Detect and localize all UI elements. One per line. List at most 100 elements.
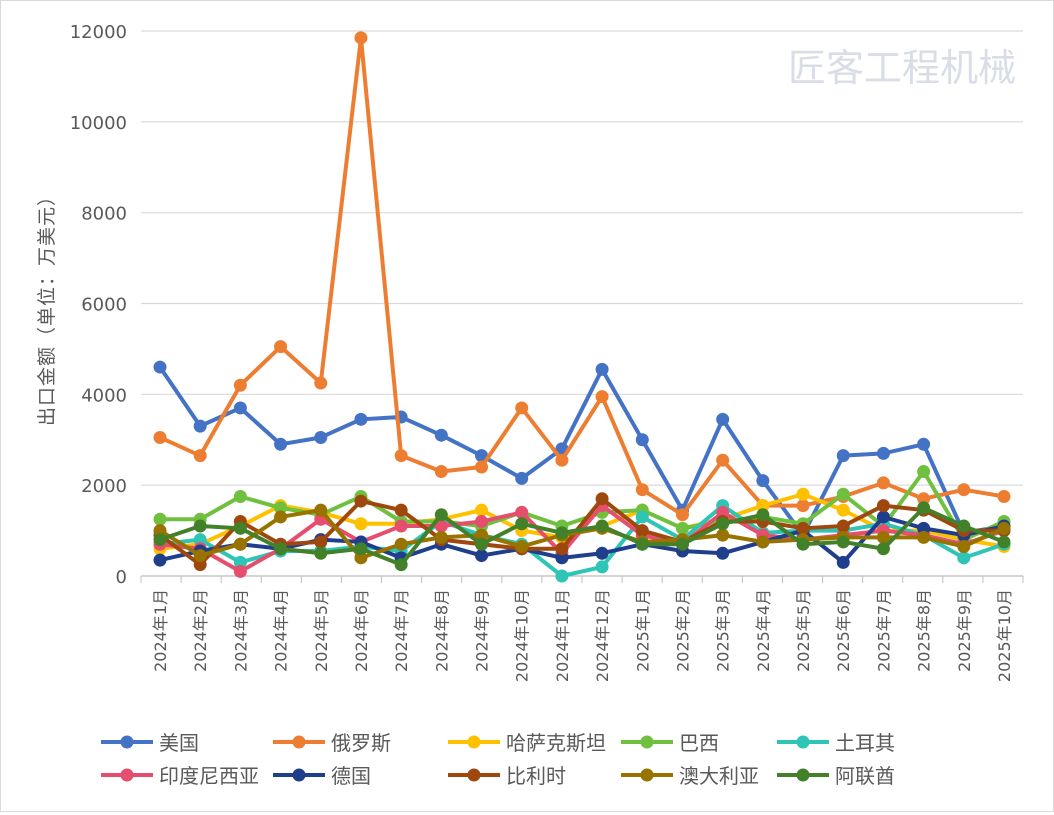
legend-label: 俄罗斯: [331, 731, 391, 755]
data-point: [394, 449, 408, 463]
data-point: [997, 535, 1011, 549]
legend-label: 哈萨克斯坦: [506, 731, 606, 755]
legend-item: 印度尼西亚: [101, 764, 259, 788]
data-point: [917, 530, 931, 544]
data-point: [957, 519, 971, 533]
y-tick-label: 2000: [81, 476, 127, 497]
x-tick-label: 2024年5月: [312, 589, 331, 672]
data-point: [595, 390, 609, 404]
data-point: [193, 558, 207, 572]
data-point: [394, 503, 408, 517]
data-point: [836, 535, 850, 549]
data-point: [153, 524, 167, 538]
data-point: [394, 537, 408, 551]
data-point: [595, 560, 609, 574]
series-9: [153, 501, 1011, 572]
legend-marker: [292, 768, 306, 782]
data-point: [716, 528, 730, 542]
data-point: [314, 535, 328, 549]
series-lines: [153, 31, 1011, 583]
data-point: [314, 376, 328, 390]
y-tick-label: 10000: [70, 113, 127, 134]
data-point: [274, 542, 288, 556]
data-point: [233, 555, 247, 569]
legend-marker: [120, 735, 134, 749]
x-tick-label: 2025年7月: [874, 589, 893, 672]
data-point: [314, 546, 328, 560]
data-point: [434, 530, 448, 544]
gridlines: [141, 30, 1023, 577]
x-tick-label: 2024年10月: [513, 589, 532, 682]
data-point: [876, 446, 890, 460]
data-point: [153, 512, 167, 526]
data-point: [675, 521, 689, 535]
data-point: [193, 419, 207, 433]
legend-label: 美国: [159, 731, 199, 755]
x-tick-label: 2024年6月: [352, 589, 371, 672]
data-point: [475, 503, 489, 517]
legend-marker: [467, 735, 481, 749]
data-point: [233, 378, 247, 392]
data-point: [595, 546, 609, 560]
legend-label: 澳大利亚: [679, 764, 759, 788]
legend-label: 印度尼西亚: [159, 764, 259, 788]
data-point: [796, 521, 810, 535]
data-point: [354, 412, 368, 426]
data-point: [274, 437, 288, 451]
legend-marker: [640, 768, 654, 782]
data-point: [836, 449, 850, 463]
legend-item: 阿联酋: [777, 764, 895, 788]
data-point: [153, 430, 167, 444]
x-tick-label: 2024年8月: [432, 589, 451, 672]
watermark-text: 匠客工程机械: [788, 46, 1016, 90]
data-point: [314, 430, 328, 444]
data-point: [756, 499, 770, 513]
data-point: [957, 539, 971, 553]
data-point: [796, 499, 810, 513]
series-line: [158, 508, 1005, 560]
legend-item: 美国: [101, 731, 199, 755]
legend-item: 比利时: [448, 764, 566, 788]
data-point: [233, 564, 247, 578]
series-line: [159, 505, 1005, 567]
data-point: [635, 524, 649, 538]
data-point: [555, 542, 569, 556]
data-point: [796, 537, 810, 551]
legend-marker: [120, 768, 134, 782]
data-point: [635, 510, 649, 524]
x-tick-label: 2025年2月: [673, 589, 692, 672]
x-axis: 2024年1月 2024年2月 2024年3月 2024年4月 2024年5月 2024年…: [140, 575, 1024, 682]
data-point: [233, 537, 247, 551]
y-tick-label: 8000: [81, 204, 127, 225]
data-point: [876, 542, 890, 556]
legend-marker: [640, 735, 654, 749]
series-line: [160, 469, 1005, 542]
data-point: [756, 535, 770, 549]
data-point: [635, 537, 649, 551]
data-point: [716, 453, 730, 467]
x-tick-label: 2024年7月: [392, 589, 411, 672]
data-point: [997, 521, 1011, 535]
data-point: [675, 537, 689, 551]
data-point: [475, 528, 489, 542]
data-point: [917, 465, 931, 479]
legend-item: 土耳其: [777, 731, 895, 755]
data-point: [917, 501, 931, 515]
data-point: [555, 526, 569, 540]
data-point: [233, 490, 247, 504]
data-point: [354, 31, 368, 45]
legend-label: 土耳其: [835, 731, 895, 755]
data-point: [354, 542, 368, 556]
data-point: [716, 505, 730, 519]
data-point: [836, 555, 850, 569]
data-point: [716, 546, 730, 560]
x-tick-label: 2024年2月: [191, 589, 210, 672]
data-point: [314, 503, 328, 517]
legend-marker: [796, 735, 810, 749]
data-point: [716, 517, 730, 531]
data-point: [716, 412, 730, 426]
data-point: [475, 537, 489, 551]
data-point: [876, 510, 890, 524]
legend-item: 巴西: [621, 731, 719, 755]
